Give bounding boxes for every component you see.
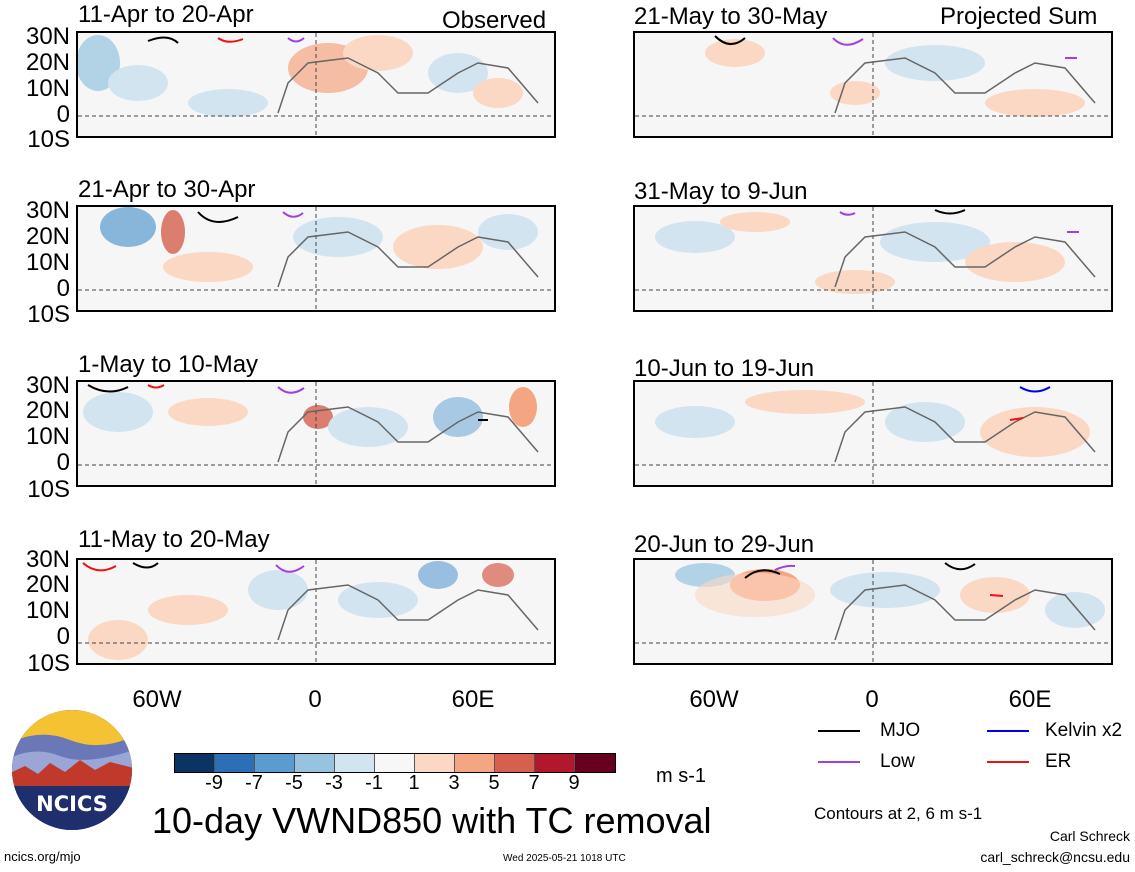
lat-20n: 20N [25,571,70,598]
map-area [76,205,556,312]
colorbar-swatch [215,754,255,772]
legend-label-er: ER [1045,751,1072,772]
legend-label-low: Low [880,751,915,772]
legend-line-er [987,761,1029,763]
colorbar-tick-label: -5 [285,772,303,794]
colorbar-swatch [495,754,535,772]
logo-text: NCICS [36,792,108,816]
map-area [633,380,1113,487]
footer-email[interactable]: carl_schreck@ncsu.edu [980,849,1130,865]
panel-title: 31-May to 9-Jun [634,178,808,205]
lat-10n: 10N [25,597,70,624]
legend-label-kelvin: Kelvin x2 [1045,720,1123,741]
lon-0: 0 [865,686,879,713]
colorbar-swatch [175,754,215,772]
ncics-logo-icon [12,710,132,830]
lon-0: 0 [308,686,322,713]
colorbar-tick-label: -1 [365,772,383,794]
panel-title: 11-Apr to 20-Apr [78,1,254,28]
colorbar-swatch [335,754,375,772]
lat-0: 0 [56,623,70,650]
wind-field [78,33,554,136]
wind-field [635,560,1111,663]
lat-20n: 20N [25,49,70,76]
lat-20n: 20N [25,223,70,250]
panel-title: 21-Apr to 30-Apr [78,176,256,203]
lat-10s: 10S [27,650,70,677]
lat-30n: 30N [25,23,70,50]
colorbar-tick-label: 7 [528,772,540,794]
panel-title: 10-Jun to 19-Jun [634,355,815,382]
lon-60e: 60E [1008,686,1052,713]
wind-field [78,560,554,663]
lat-10s: 10S [27,476,70,503]
panel-title: 11-May to 20-May [78,526,270,553]
map-area [633,205,1113,312]
ncics-logo: NCICS [10,708,134,832]
legend-line-low [818,761,860,763]
colorbar-swatch [375,754,415,772]
legend-line-kelvin [987,730,1029,732]
colorbar-tick-label: 5 [488,772,500,794]
colorbar-tick-label: 3 [448,772,460,794]
map-area [76,380,556,487]
wind-field [635,382,1111,485]
map-area [633,31,1113,138]
footer-timestamp: Wed 2025-05-21 1018 UTC [503,853,626,864]
lat-10n: 10N [25,75,70,102]
lat-30n: 30N [25,546,70,573]
lon-60w: 60W [132,686,182,713]
colorbar-swatch [535,754,575,772]
map-area [633,558,1113,665]
lat-10s: 10S [27,126,70,153]
observed-label: Observed [442,7,547,34]
lat-30n: 30N [25,372,70,399]
lat-0: 0 [56,101,70,128]
colorbar-tick-label: -7 [245,772,263,794]
main-title: 10-day VWND850 with TC removal [152,800,712,841]
legend-line-mjo [818,730,860,732]
footer-author: Carl Schreck [1049,828,1130,844]
lon-60w: 60W [689,686,739,713]
legend-label-mjo: MJO [880,720,921,741]
lat-0: 0 [56,275,70,302]
wind-field [635,207,1111,310]
lat-30n: 30N [25,197,70,224]
colorbar-swatch [455,754,495,772]
projected-label: Projected Sum [940,3,1098,30]
panel-title: 20-Jun to 29-Jun [634,531,815,558]
lon-60e: 60E [451,686,495,713]
contours-note: Contours at 2, 6 m s-1 [814,804,983,823]
lat-0: 0 [56,449,70,476]
map-area [76,31,556,138]
colorbar-swatch [295,754,335,772]
colorbar-tick-label: 9 [568,772,580,794]
lat-10n: 10N [25,423,70,450]
colorbar-swatch [255,754,295,772]
colorbar-tick-label: -9 [205,772,223,794]
colorbar-units: m s-1 [656,765,706,787]
wind-field [78,207,554,310]
map-area [76,558,556,665]
colorbar-tick-label: 1 [408,772,420,794]
panel-title: 21-May to 30-May [634,3,828,30]
colorbar-swatch [415,754,455,772]
colorbar [174,753,616,773]
wind-field [78,382,554,485]
colorbar-swatch [575,754,615,772]
lat-20n: 20N [25,397,70,424]
wind-field [635,33,1111,136]
colorbar-tick-label: -3 [325,772,343,794]
lat-10n: 10N [25,249,70,276]
panel-title: 1-May to 10-May [78,351,259,378]
footer-url[interactable]: ncics.org/mjo [4,849,81,864]
lat-10s: 10S [27,301,70,328]
